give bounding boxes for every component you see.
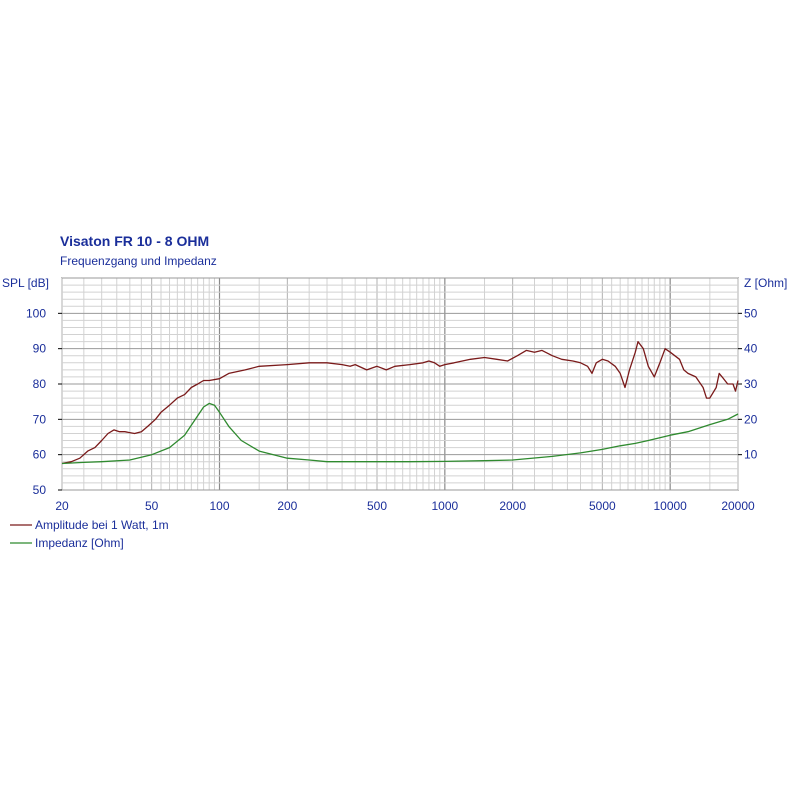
y-left-tick-label: 60 [33,448,47,462]
x-tick-label: 5000 [589,499,616,513]
x-tick-label: 500 [367,499,387,513]
tick-labels: 20 50 100 200 500 1000 2000 5000 10000 20000 50 60 7… [26,306,758,513]
y-right-tick-label: 50 [744,306,758,320]
y-left-tick-label: 100 [26,306,46,320]
amplitude-line [61,340,739,465]
legend: Amplitude bei 1 Watt, 1m Impedanz [Ohm] [10,518,169,550]
x-tick-label: 20000 [721,499,755,513]
series-lines [61,340,739,465]
y-right-tick-label: 40 [744,342,758,356]
right-axis-title: Z [Ohm] [744,276,787,290]
chart-title: Visaton FR 10 - 8 OHM [60,233,209,249]
x-tick-label: 50 [145,499,159,513]
y-right-tick-label: 10 [744,448,758,462]
x-tick-label: 2000 [499,499,526,513]
y-left-tick-label: 50 [33,483,47,497]
legend-label-impedance: Impedanz [Ohm] [35,536,124,550]
left-axis-title: SPL [dB] [2,276,49,290]
impedance-line [61,402,739,465]
y-left-tick-label: 90 [33,342,47,356]
y-right-tick-label: 20 [744,412,758,426]
y-right-tick-label: 30 [744,377,758,391]
x-tick-label: 20 [55,499,69,513]
chart-subtitle: Frequenzgang und Impedanz [60,254,217,268]
x-tick-label: 1000 [431,499,458,513]
x-tick-label: 200 [277,499,297,513]
y-left-tick-label: 70 [33,412,47,426]
x-tick-label: 100 [209,499,229,513]
x-tick-label: 10000 [653,499,687,513]
legend-label-amplitude: Amplitude bei 1 Watt, 1m [35,518,169,532]
y-left-tick-label: 80 [33,377,47,391]
